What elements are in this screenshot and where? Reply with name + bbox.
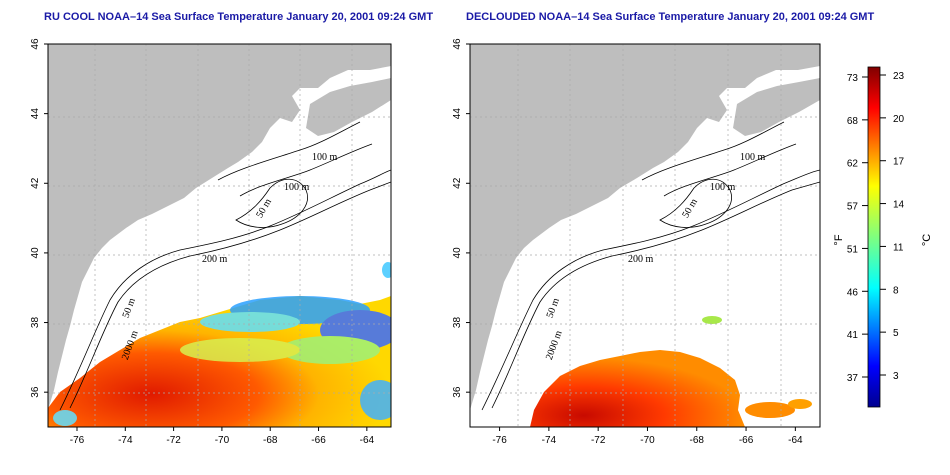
- fahrenheit-unit-label: °F: [833, 234, 845, 245]
- celsius-tick-label: 20: [893, 114, 905, 125]
- right-lat-tick-label: 38: [452, 317, 463, 329]
- right-map-title: DECLOUDED NOAA–14 Sea Surface Temperatur…: [466, 11, 875, 23]
- right-bathymetry: [481, 121, 820, 411]
- left-map-panel: 100 m 100 m 50 m 200 m 50 m 2000 m: [48, 44, 391, 427]
- left-map-title: RU COOL NOAA–14 Sea Surface Temperature …: [44, 11, 434, 23]
- left-lon-tick-label: -76: [70, 435, 85, 446]
- fahrenheit-tick-label: 62: [847, 159, 859, 170]
- right-lat-tick-label: 44: [452, 108, 463, 120]
- right-lon-tick-label: -72: [591, 435, 606, 446]
- svg-text:200 m: 200 m: [628, 254, 654, 265]
- celsius-tick-label: 3: [893, 371, 899, 382]
- celsius-tick-label: 8: [893, 285, 899, 296]
- celsius-tick-label: 14: [893, 200, 905, 211]
- svg-text:100 m: 100 m: [284, 182, 310, 193]
- right-lon-tick-label: -68: [690, 435, 705, 446]
- fahrenheit-tick-label: 68: [847, 116, 859, 127]
- right-lon-tick-label: -64: [788, 435, 803, 446]
- temperature-colorbar: °F °C 73 68 62 57 51 46 41 37 23 20 17 14 11 8 5 3: [833, 66, 933, 408]
- left-lat-tick-label: 46: [30, 38, 41, 50]
- svg-text:100 m: 100 m: [740, 152, 766, 163]
- right-map-frame: [469, 43, 821, 428]
- fahrenheit-tick-label: 57: [847, 202, 859, 213]
- right-lon-tick-label: -66: [739, 435, 754, 446]
- left-lon-tick-label: -66: [311, 435, 326, 446]
- colorbar-gradient: [867, 66, 881, 408]
- right-sst-field: [530, 350, 745, 427]
- right-lat-tick-label: 46: [452, 38, 463, 50]
- celsius-tick-label: 5: [893, 328, 899, 339]
- left-lon-tick-label: -64: [360, 435, 375, 446]
- left-grid: [48, 44, 391, 427]
- land-mass: [470, 44, 820, 410]
- right-lat-tick-label: 40: [452, 247, 463, 259]
- fahrenheit-tick-label: 51: [847, 244, 859, 255]
- right-grid: [470, 44, 820, 427]
- left-lon-tick-label: -72: [166, 435, 181, 446]
- left-lat-tick-label: 40: [30, 247, 41, 259]
- celsius-tick-label: 17: [893, 157, 905, 168]
- left-map-frame: [47, 43, 392, 428]
- right-map-panel: 100 m 100 m 50 m 200 m 50 m 2000 m: [470, 44, 820, 427]
- right-lon-tick-label: -70: [640, 435, 655, 446]
- left-lat-tick-label: 42: [30, 177, 41, 189]
- celsius-tick-label: 11: [893, 242, 904, 253]
- fahrenheit-tick-label: 41: [847, 330, 859, 341]
- map-axes: -76 -74 -72 -70 -68 -66 -64 46 44 42 40 38 36 -76 -74 -…: [30, 38, 803, 446]
- left-lon-tick-label: -68: [263, 435, 278, 446]
- fahrenheit-tick-label: 73: [847, 73, 859, 84]
- right-lat-tick-label: 42: [452, 177, 463, 189]
- nova-scotia-land: [733, 78, 820, 136]
- left-lat-tick-label: 38: [30, 317, 41, 329]
- nova-scotia-land: [306, 78, 391, 136]
- right-lat-tick-label: 36: [452, 386, 463, 398]
- left-sst-field: [48, 296, 391, 427]
- right-lon-tick-label: -74: [542, 435, 557, 446]
- svg-text:100 m: 100 m: [710, 182, 736, 193]
- left-lon-tick-label: -74: [118, 435, 133, 446]
- celsius-unit-label: °C: [921, 234, 933, 246]
- land-mass: [48, 44, 391, 410]
- celsius-tick-label: 23: [893, 71, 905, 82]
- left-bathymetry: [59, 121, 391, 411]
- left-lat-tick-label: 36: [30, 386, 41, 398]
- colorbar-ticks: 73 68 62 57 51 46 41 37 23 20 17 14 11 8 5 3: [847, 71, 905, 384]
- svg-text:200 m: 200 m: [202, 254, 228, 265]
- left-lon-tick-label: -70: [215, 435, 230, 446]
- fahrenheit-tick-label: 37: [847, 373, 859, 384]
- left-cloud-fringe: [53, 262, 391, 426]
- svg-text:100 m: 100 m: [312, 152, 338, 163]
- fahrenheit-tick-label: 46: [847, 287, 859, 298]
- left-lat-tick-label: 44: [30, 108, 41, 120]
- right-sst-patches: [702, 316, 812, 418]
- right-lon-tick-label: -76: [492, 435, 507, 446]
